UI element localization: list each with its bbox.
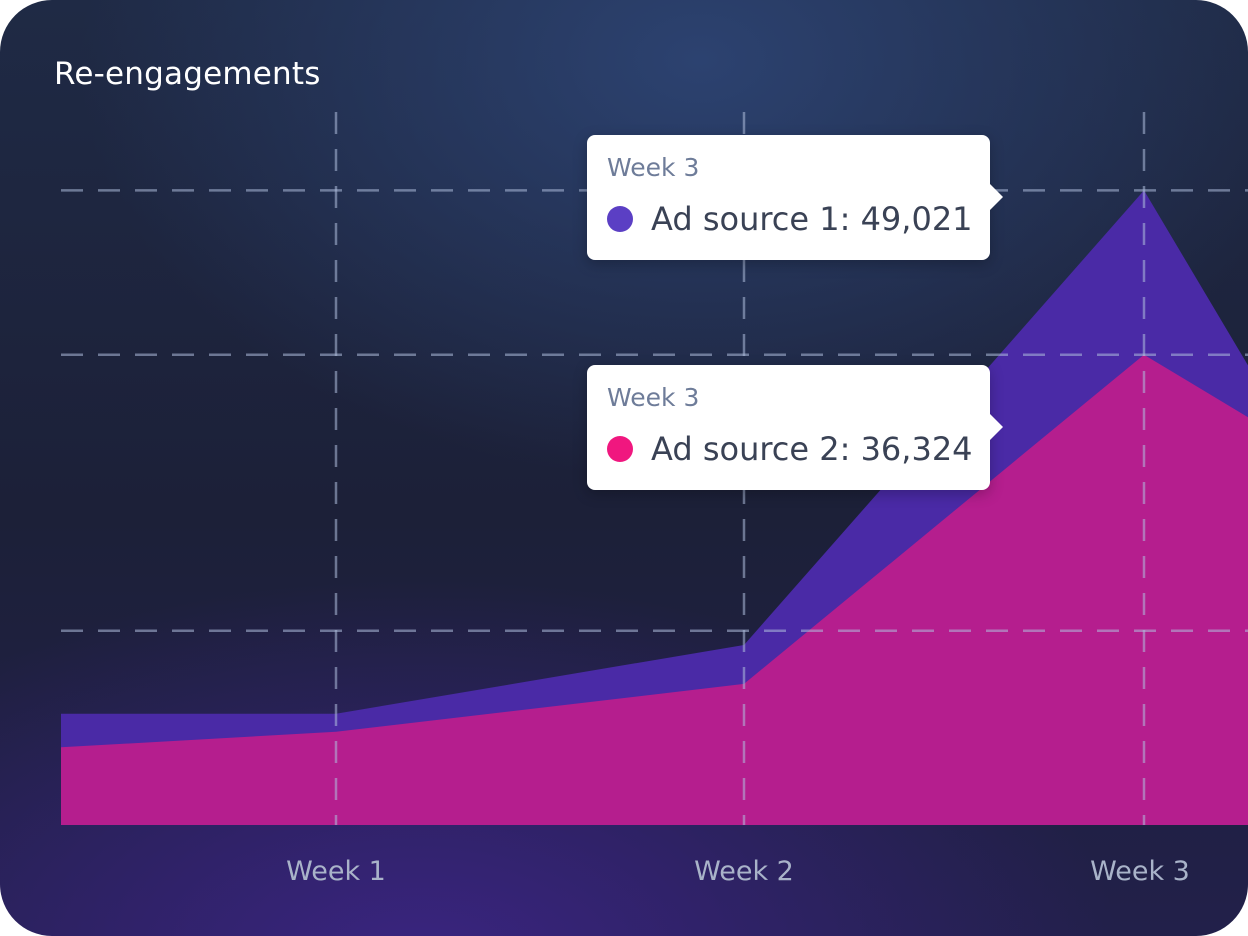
tooltip-header: Week 3 xyxy=(607,383,700,412)
series-dot-icon xyxy=(607,436,633,462)
area-series-2 xyxy=(61,354,1248,825)
tooltip-ad-source-1: Week 3 Ad source 1: 49,021 xyxy=(587,135,1003,260)
x-tick-label: Week 3 xyxy=(1090,856,1190,887)
tooltip-row: Ad source 1: 49,021 xyxy=(607,201,990,237)
x-tick-label: Week 1 xyxy=(286,856,386,887)
tooltip-value-label: Ad source 2: 36,324 xyxy=(651,430,973,468)
chart-title: Re-engagements xyxy=(54,56,321,92)
x-tick-label: Week 2 xyxy=(694,856,794,887)
tooltip-row: Ad source 2: 36,324 xyxy=(607,431,990,467)
series-dot-icon xyxy=(607,206,633,232)
tooltip-header: Week 3 xyxy=(607,153,700,182)
tooltip-value-label: Ad source 1: 49,021 xyxy=(651,200,973,238)
tooltip-ad-source-2: Week 3 Ad source 2: 36,324 xyxy=(587,365,1003,490)
